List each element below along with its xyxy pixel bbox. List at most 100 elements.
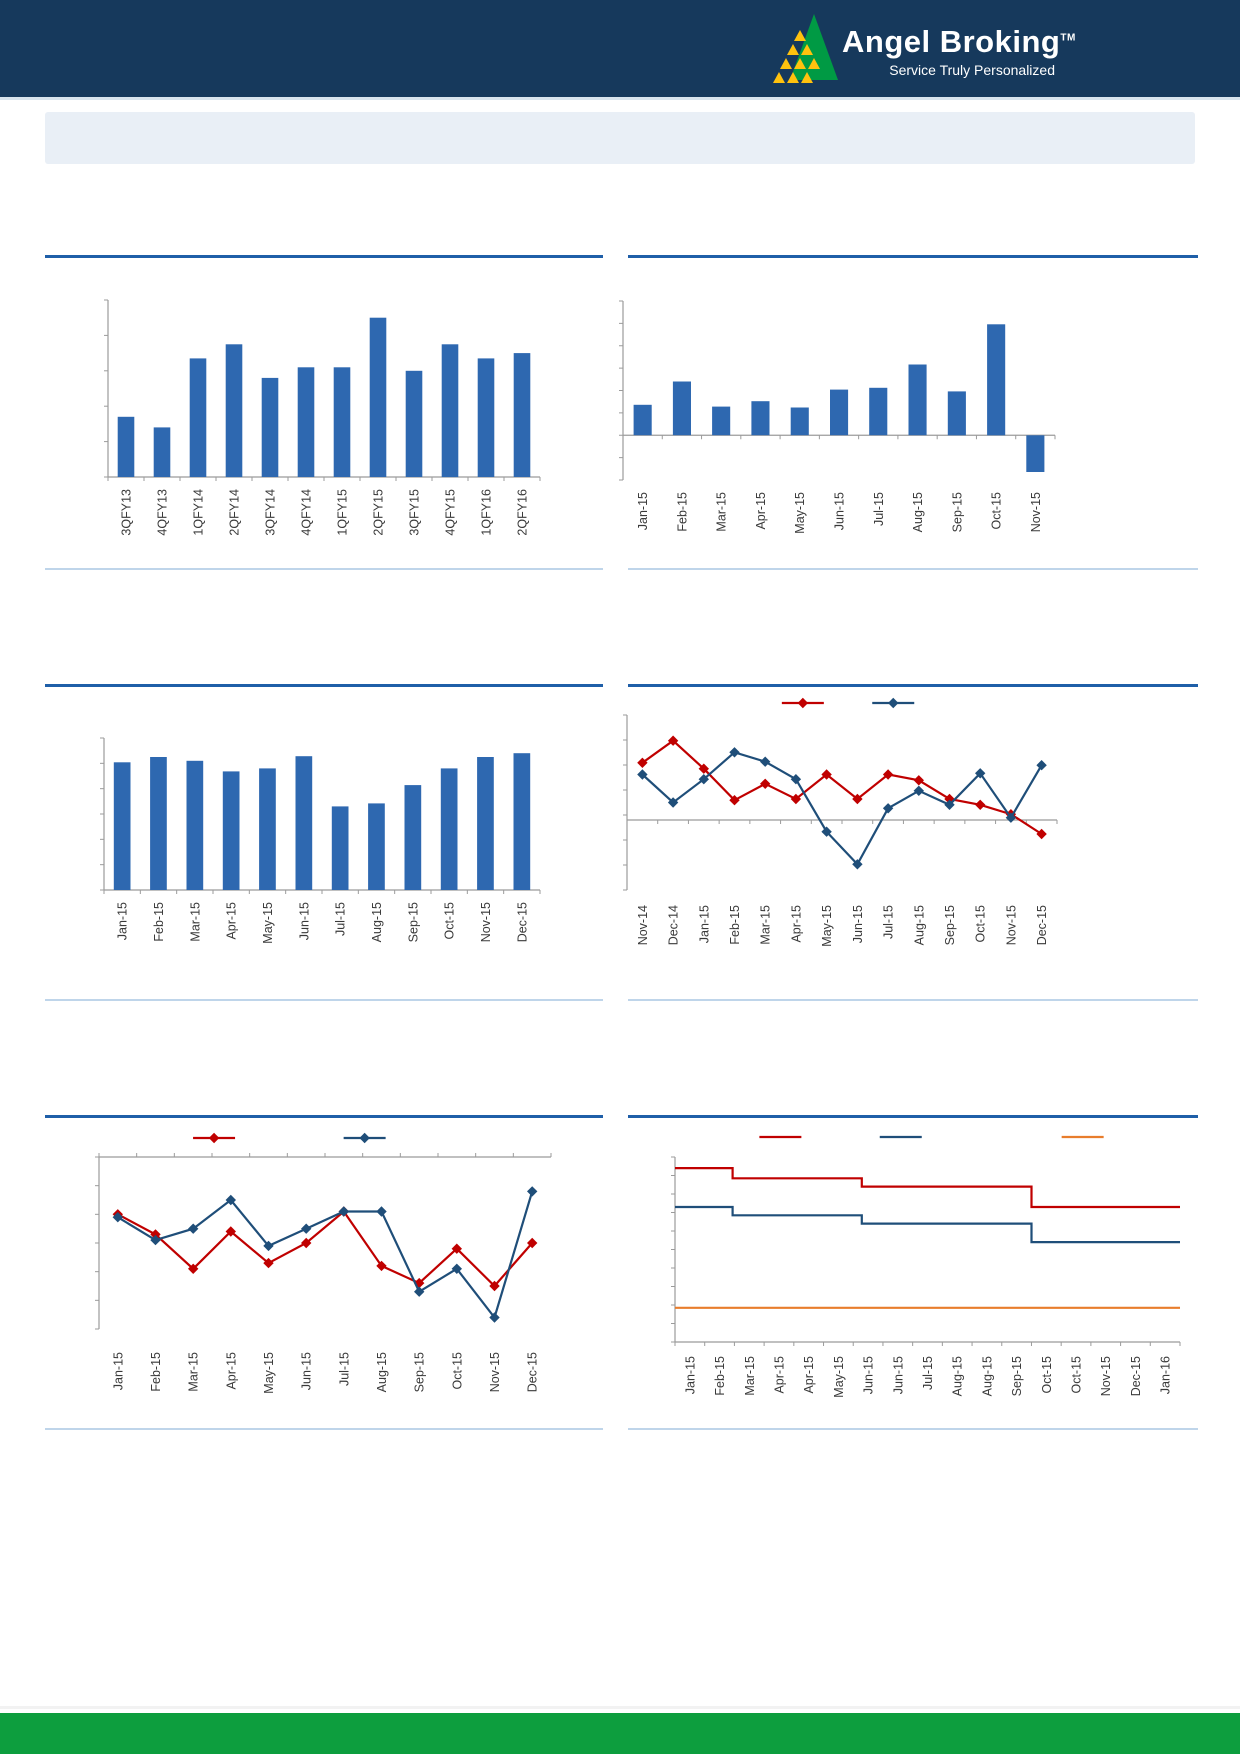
svg-text:Nov-15: Nov-15: [1029, 492, 1043, 532]
svg-text:4QFY14: 4QFY14: [300, 489, 314, 536]
svg-text:Jan-15: Jan-15: [636, 492, 650, 530]
chart-3-source-rule: [45, 999, 603, 1001]
chart-4-title-rule: [628, 684, 1198, 687]
svg-text:Oct-15: Oct-15: [990, 492, 1004, 530]
svg-text:Mar-15: Mar-15: [188, 902, 202, 942]
svg-text:Jul-15: Jul-15: [872, 492, 886, 526]
svg-text:2QFY15: 2QFY15: [372, 489, 386, 536]
svg-text:Jun-15: Jun-15: [833, 492, 847, 530]
svg-text:Jan-16: Jan-16: [1159, 1356, 1173, 1394]
svg-text:Apr-15: Apr-15: [789, 905, 803, 943]
svg-text:Aug-15: Aug-15: [912, 905, 926, 945]
svg-text:Nov-14: Nov-14: [636, 905, 650, 945]
svg-text:Feb-15: Feb-15: [728, 905, 742, 945]
svg-text:Jun-15: Jun-15: [297, 902, 311, 940]
svg-text:Apr-15: Apr-15: [224, 1352, 238, 1390]
svg-text:Nov-15: Nov-15: [1099, 1356, 1113, 1396]
svg-text:Feb-15: Feb-15: [713, 1356, 727, 1396]
svg-text:Feb-15: Feb-15: [149, 1352, 163, 1392]
svg-text:Aug-15: Aug-15: [980, 1356, 994, 1396]
svg-text:May-15: May-15: [262, 1352, 276, 1394]
svg-text:Jan-15: Jan-15: [697, 905, 711, 943]
svg-text:Nov-15: Nov-15: [1004, 905, 1018, 945]
svg-text:Dec-15: Dec-15: [515, 902, 529, 942]
svg-text:Dec-15: Dec-15: [526, 1352, 540, 1392]
svg-text:4QFY13: 4QFY13: [156, 489, 170, 536]
trademark-symbol: TM: [1060, 32, 1076, 44]
svg-text:Sep-15: Sep-15: [943, 905, 957, 945]
svg-text:2QFY14: 2QFY14: [228, 489, 242, 536]
chart-2-title-rule: [628, 255, 1198, 258]
svg-text:May-15: May-15: [793, 492, 807, 534]
svg-text:Oct-15: Oct-15: [1070, 1356, 1084, 1394]
svg-text:Jul-15: Jul-15: [882, 905, 896, 939]
svg-text:Jun-15: Jun-15: [851, 905, 865, 943]
svg-text:Aug-15: Aug-15: [951, 1356, 965, 1396]
svg-text:Mar-15: Mar-15: [759, 905, 773, 945]
svg-text:Jul-15: Jul-15: [334, 902, 348, 936]
brand-tagline: Service Truly Personalized: [889, 62, 1055, 78]
monthly-bar-chart: Jan-15 Feb-15 Mar-15 Apr-15 May-15 Jun-15 Jul-…: [100, 737, 541, 944]
svg-text:4QFY15: 4QFY15: [444, 489, 458, 536]
svg-text:Jul-15: Jul-15: [337, 1352, 351, 1386]
svg-text:Nov-15: Nov-15: [479, 902, 493, 942]
svg-text:Apr-15: Apr-15: [772, 1356, 786, 1394]
svg-text:Jun-15: Jun-15: [300, 1352, 314, 1390]
dual-line-diamond-chart: Nov-14 Dec-14 Jan-15 Feb-15 Mar-15 Apr-15 May-…: [623, 697, 1058, 947]
footer-divider: [0, 1706, 1240, 1709]
footer-green-bar: [0, 1713, 1240, 1754]
svg-text:3QFY13: 3QFY13: [120, 489, 134, 536]
svg-text:Aug-15: Aug-15: [911, 492, 925, 532]
chart-1-title-rule: [45, 255, 603, 258]
chart-5-source-rule: [45, 1428, 603, 1430]
svg-text:3QFY14: 3QFY14: [264, 489, 278, 536]
report-title-band: [45, 112, 1195, 164]
svg-text:Oct-15: Oct-15: [450, 1352, 464, 1390]
chart-1-source-rule: [45, 568, 603, 570]
chart-5-title-rule: [45, 1115, 603, 1118]
svg-text:Oct-15: Oct-15: [1040, 1356, 1054, 1394]
svg-text:May-15: May-15: [832, 1356, 846, 1398]
svg-text:Feb-15: Feb-15: [675, 492, 689, 532]
svg-text:1QFY16: 1QFY16: [480, 489, 494, 536]
svg-text:Nov-15: Nov-15: [488, 1352, 502, 1392]
svg-text:Apr-15: Apr-15: [225, 902, 239, 940]
svg-text:Sep-15: Sep-15: [950, 492, 964, 532]
svg-text:Sep-15: Sep-15: [1010, 1356, 1024, 1396]
svg-text:Sep-15: Sep-15: [413, 1352, 427, 1392]
svg-text:Jul-15: Jul-15: [921, 1356, 935, 1390]
svg-text:Dec-15: Dec-15: [1035, 905, 1049, 945]
svg-text:Dec-15: Dec-15: [1129, 1356, 1143, 1396]
svg-text:Apr-15: Apr-15: [754, 492, 768, 530]
chart-6-title-rule: [628, 1115, 1198, 1118]
svg-text:Mar-15: Mar-15: [715, 492, 729, 532]
policy-rate-step-chart: Jan-15 Feb-15 Mar-15 Apr-15 Apr-15 May-15 Jun-…: [671, 1135, 1181, 1398]
svg-text:Mar-15: Mar-15: [187, 1352, 201, 1392]
svg-text:3QFY15: 3QFY15: [408, 489, 422, 536]
svg-text:Feb-15: Feb-15: [152, 902, 166, 942]
quarterly-bar-chart: 3QFY13 4QFY13 1QFY14 2QFY14 3QFY14 4QFY14 1QFY…: [104, 299, 541, 536]
svg-text:Oct-15: Oct-15: [443, 902, 457, 940]
svg-text:Aug-15: Aug-15: [375, 1352, 389, 1392]
logo-pyramid-icon: [773, 14, 838, 83]
svg-text:May-15: May-15: [261, 902, 275, 944]
svg-text:Mar-15: Mar-15: [743, 1356, 757, 1396]
chart-6-source-rule: [628, 1428, 1198, 1430]
svg-text:May-15: May-15: [820, 905, 834, 947]
svg-text:Aug-15: Aug-15: [370, 902, 384, 942]
svg-text:1QFY15: 1QFY15: [336, 489, 350, 536]
svg-text:2QFY16: 2QFY16: [516, 489, 530, 536]
monthly-bar-chart-with-negative: Jan-15 Feb-15 Mar-15 Apr-15 May-15 Jun-15 Jul-…: [619, 300, 1056, 534]
svg-text:1QFY14: 1QFY14: [192, 489, 206, 536]
svg-text:Jun-15: Jun-15: [862, 1356, 876, 1394]
angel-broking-logo: Angel BrokingTM Service Truly Personaliz…: [770, 10, 1075, 88]
svg-text:Oct-15: Oct-15: [974, 905, 988, 943]
svg-text:Jan-15: Jan-15: [683, 1356, 697, 1394]
svg-text:Jun-15: Jun-15: [891, 1356, 905, 1394]
dual-line-negative-chart: Jan-15 Feb-15 Mar-15 Apr-15 May-15 Jun-15 Jul-…: [95, 1132, 552, 1394]
svg-text:Jan-15: Jan-15: [116, 902, 130, 940]
svg-text:Apr-15: Apr-15: [802, 1356, 816, 1394]
svg-text:Sep-15: Sep-15: [406, 902, 420, 942]
svg-text:Dec-14: Dec-14: [667, 905, 681, 945]
